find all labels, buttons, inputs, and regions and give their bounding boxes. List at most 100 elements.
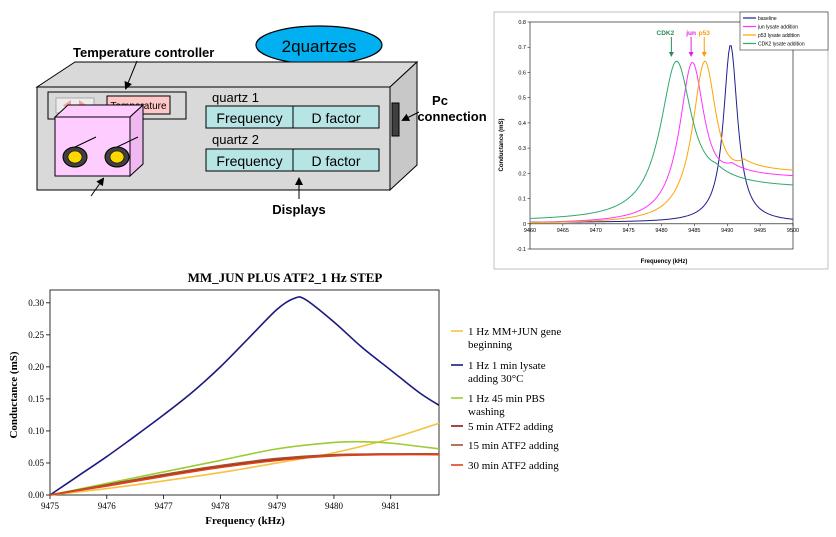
pc-label-line2: connection (417, 109, 486, 124)
chart1-annotation-arrowhead (701, 52, 707, 57)
chart2-y-tick-label: 0.10 (28, 426, 44, 436)
chart1-y-tick-label: 0.6 (518, 70, 526, 76)
chart2-series (49, 296, 440, 496)
chart1-y-tick-label: 0.4 (518, 121, 526, 127)
chart1-y-axis-label: Conductance (mS) (499, 118, 505, 171)
chart2-x-tick-label: 9478 (211, 501, 230, 511)
chart2-y-axis-label: Conductance (mS) (8, 351, 20, 438)
chart1-annotation-arrowhead (668, 52, 674, 57)
chart2-legend-entry: 1 Hz MM+JUN gene beginning (468, 326, 561, 351)
atf2-chart: MM_JUN PLUS ATF2_1 Hz STEP 9475 9476 9477 9… (8, 270, 561, 527)
chart2-plot-area (49, 289, 440, 496)
quartz-crystal-2 (109, 150, 125, 164)
chart2-series-line-0 (49, 422, 440, 496)
chart1-legend: baseline jun lysate addition p53 lysate ad… (739, 11, 829, 51)
chart2-x-tick-label: 9475 (41, 501, 60, 511)
cell-box-arrow (90, 177, 105, 197)
chart2-y-tick-label: 0.25 (28, 330, 44, 340)
chart2-y-tick-label: 0.30 (28, 298, 44, 308)
quartz1-dfactor-label: D factor (311, 110, 360, 126)
chart2-series-line-1 (49, 296, 440, 496)
chart1-x-tick-label: 9485 (688, 228, 700, 234)
chart1-series-line-2 (529, 60, 794, 224)
chart1-legend-entry: jun lysate addition (757, 25, 798, 31)
chart2-x-tick-label: 9481 (382, 501, 400, 511)
chart2-legend-entry: 15 min ATF2 adding (468, 440, 559, 452)
chart2-y-tick-label: 0.05 (28, 458, 44, 468)
cell-box-side (129, 103, 144, 178)
chart2-y-tick-label: 0.20 (28, 362, 44, 372)
quartz1-label: quartz 1 (212, 90, 259, 105)
chart2-x-axis-label: Frequency (kHz) (205, 515, 285, 527)
chart1-annotation-label: p53 (699, 30, 711, 37)
temperature-controller-arrow (124, 60, 138, 90)
chart2-x-tick-label: 9479 (268, 501, 287, 511)
chart2-legend-entry: 1 Hz 45 min PBS washing (468, 393, 545, 418)
chart1-x-tick-label: 9490 (721, 228, 733, 234)
chart1-y-tick-label: 0.2 (518, 171, 526, 177)
chart1-x-tick-label: 9475 (623, 228, 635, 234)
chart2-x-tick-label: 9480 (325, 501, 344, 511)
chart1-legend-entry: CDK2 lysate addition (758, 42, 805, 48)
chart1-y-tick-label: -0.1 (517, 247, 526, 253)
chart2-x-tick-label: 9477 (155, 501, 174, 511)
chart1-y-tick-label: 0.5 (518, 96, 526, 102)
chart2-legend-entry: 5 min ATF2 adding (468, 421, 554, 433)
chart2-x-tick-label: 9476 (98, 501, 117, 511)
chart1-x-tick-label: 9500 (787, 228, 799, 234)
box-top-face (35, 61, 419, 88)
chart1-x-tick-label: 9460 (524, 228, 536, 234)
resonance-chart: 9460 9465 9470 9475 9480 9485 9490 9495 9500 -0.1… (493, 11, 829, 270)
chart2-y-tick-label: 0.00 (28, 490, 44, 500)
chart2-title: MM_JUN PLUS ATF2_1 Hz STEP (188, 270, 383, 285)
chart1-y-tick-label: 0 (523, 222, 526, 228)
chart1-annotation-label: CDK2 (657, 30, 675, 37)
quartz1-frequency-label: Frequency (216, 110, 282, 126)
pc-label-line1: Pc (432, 93, 448, 108)
pc-connection-arrow (401, 111, 420, 121)
chart1-plot-area (529, 21, 794, 250)
title-oval-label: 2quartzes (282, 37, 357, 56)
quartz2-label: quartz 2 (212, 132, 259, 147)
chart1-series-line-1 (529, 62, 794, 223)
pc-connector (391, 102, 400, 137)
chart1-x-tick-label: 9465 (557, 228, 569, 234)
chart2-series-line-2 (49, 440, 440, 496)
chart1-y-tick-label: 0.3 (518, 146, 526, 152)
temperature-controller-label: Temperature controller (73, 45, 214, 60)
chart2-legend: 1 Hz MM+JUN gene beginning 1 Hz 1 min lysa… (451, 326, 561, 472)
cell-box-top (53, 104, 145, 118)
displays-label: Displays (272, 202, 325, 217)
chart2-legend-entry: 30 min ATF2 adding (468, 460, 559, 472)
quartz-wire-1 (74, 136, 97, 148)
chart1-x-tick-label: 9470 (590, 228, 602, 234)
chart1-y-tick-label: 0.7 (518, 45, 526, 51)
chart1-x-tick-label: 9480 (655, 228, 667, 234)
chart2-y-tick-label: 0.15 (28, 394, 44, 404)
chart1-series (529, 45, 794, 224)
quartz-crystal-1 (67, 150, 83, 164)
chart2-legend-entry: 1 Hz 1 min lysate adding 30°C (468, 360, 546, 385)
quartz-wire-2 (116, 136, 139, 148)
quartz2-dfactor-label: D factor (311, 153, 360, 169)
quartz2-frequency-label: Frequency (216, 153, 282, 169)
chart1-axes: 9460 9465 9470 9475 9480 9485 9490 9495 9500 -0.1… (517, 20, 800, 253)
chart1-x-axis-label: Frequency (kHz) (641, 259, 688, 265)
quartz2-dfactor-display (292, 148, 380, 172)
chart2-axes: 9475 9476 9477 9478 9479 9480 9481 0.00 0.05 0.10… (28, 289, 440, 511)
chart1-annotations: CDK2 jun p53 (657, 30, 711, 57)
chart1-frame (493, 11, 829, 270)
chart1-series-line-3 (529, 60, 794, 219)
chart1-annotation-label: jun (685, 30, 696, 37)
chart1-legend-entry: p53 lysate addition (758, 33, 800, 39)
chart1-y-tick-label: 0.1 (518, 197, 526, 203)
quartz1-dfactor-display (292, 105, 380, 129)
device-diagram: 2quartzes Temperature controller Tempera… (35, 25, 487, 217)
chart1-legend-entry: baseline (758, 16, 777, 22)
chart1-annotation-arrowhead (688, 52, 694, 57)
chart1-y-tick-label: 0.8 (518, 20, 526, 26)
chart1-x-tick-label: 9495 (754, 228, 766, 234)
chart2-series-line-5 (49, 453, 440, 496)
